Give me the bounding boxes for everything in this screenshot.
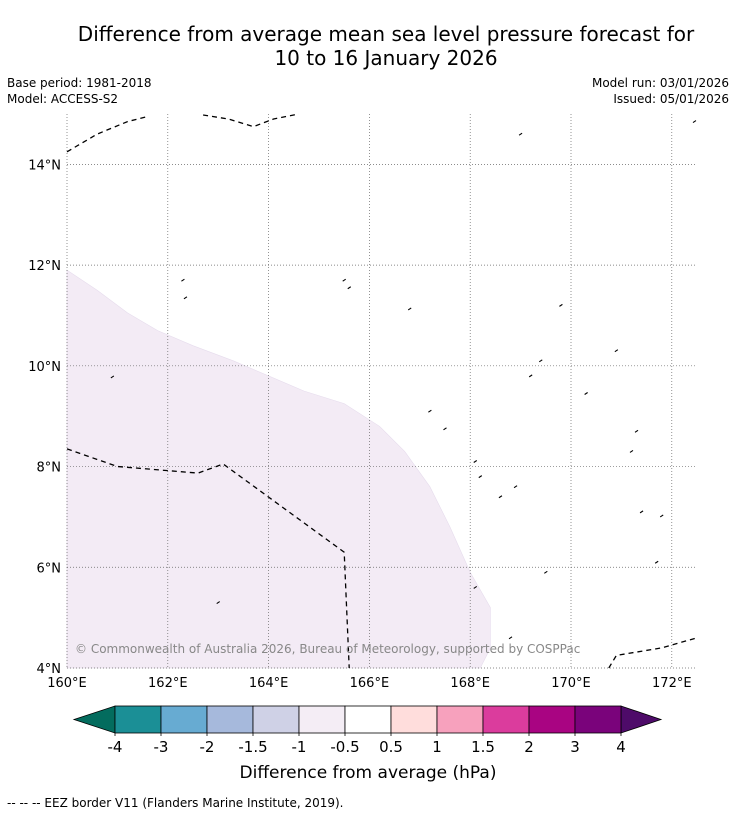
island-marker [428, 409, 432, 413]
lon-tick-label: 170°E [551, 676, 591, 691]
colorbar-tick-label: 1 [432, 738, 442, 756]
issued-date: Issued: 05/01/2026 [613, 92, 729, 106]
map-figure: 4°N 6°N 8°N 10°N 12°N 14°N 160°E 162°E 164°E 166°… [28, 113, 698, 783]
base-period: Base period: 1981-2018 [7, 76, 152, 90]
colorbar-tick-label: 0.5 [379, 738, 403, 756]
island-marker [342, 278, 347, 282]
island-marker [183, 296, 188, 300]
lat-tick-label: 10°N [28, 360, 61, 375]
colorbar-swatch [114, 705, 162, 734]
island-marker [543, 570, 548, 574]
colorbar-tick-label: -1 [292, 738, 307, 756]
colorbar-swatch [436, 705, 484, 734]
island-marker [614, 349, 619, 353]
island-marker [508, 636, 513, 640]
colorbar-tick-label: -1.5 [238, 738, 267, 756]
island-marker [639, 510, 644, 514]
island-marker [110, 375, 115, 379]
eez-border-line [66, 448, 350, 669]
copyright-notice: © Commonwealth of Australia 2026, Bureau… [75, 642, 580, 656]
colorbar-tick-label: 3 [570, 738, 580, 756]
island-marker [473, 585, 478, 589]
lon-tick-label: 166°E [350, 676, 390, 691]
title-line-2: 10 to 16 January 2026 [274, 46, 498, 70]
eez-border-line [66, 115, 148, 153]
colorbar-label: Difference from average (hPa) [240, 763, 497, 783]
island-marker [692, 120, 697, 124]
colorbar-tick-label: 2 [524, 738, 534, 756]
lon-tick-label: 162°E [148, 676, 188, 691]
colorbar-tick-label: -0.5 [330, 738, 359, 756]
colorbar-tick-label: -4 [108, 738, 123, 756]
island-marker [659, 514, 664, 518]
island-marker [181, 278, 185, 282]
colorbar-swatch [160, 705, 208, 734]
lon-tick-label: 164°E [249, 676, 289, 691]
island-marker [629, 449, 634, 453]
island-marker [498, 495, 503, 499]
meta-left: Base period: 1981-2018 Model: ACCESS-S2 [7, 75, 152, 107]
island-marker [518, 132, 523, 136]
lat-tick-label: 4°N [37, 662, 62, 677]
colorbar-under-arrow [72, 705, 116, 734]
island-marker [513, 485, 518, 489]
eez-legend: -- -- -- EEZ border V11 (Flanders Marine… [7, 796, 344, 810]
title-line-1: Difference from average mean sea level p… [77, 22, 695, 46]
colorbar-swatch [206, 705, 254, 734]
colorbar-tick-label: -3 [154, 738, 169, 756]
colorbar-swatch [482, 705, 530, 734]
island-marker [478, 475, 483, 479]
lat-tick-label: 8°N [37, 461, 62, 476]
lat-tick-label: 14°N [28, 158, 61, 173]
island-marker [407, 307, 412, 311]
colorbar-swatch [574, 705, 622, 734]
chart-title: Difference from average mean sea level p… [0, 22, 736, 70]
island-marker [634, 429, 639, 433]
island-marker [216, 601, 221, 604]
island-marker [473, 460, 478, 463]
colorbar-swatch [344, 705, 392, 734]
colorbar-swatch [390, 705, 438, 734]
colorbar-swatch [298, 705, 346, 734]
lon-tick-label: 168°E [450, 676, 490, 691]
island-marker [443, 427, 447, 431]
colorbar-over-arrow [620, 705, 663, 734]
lat-tick-label: 12°N [28, 259, 61, 274]
colorbar-tick-label: -2 [200, 738, 215, 756]
model-run: Model run: 03/01/2026 [591, 76, 729, 90]
colorbar-swatch [252, 705, 300, 734]
meta-right: Model run: 03/01/2026 Issued: 05/01/2026 [592, 75, 729, 107]
colorbar-swatch [528, 705, 576, 734]
model-name: Model: ACCESS-S2 [7, 92, 119, 106]
island-marker [347, 286, 352, 290]
colorbar-tick-label: 1.5 [471, 738, 495, 756]
island-marker [528, 374, 533, 378]
island-marker [584, 392, 588, 395]
eez-border-line [608, 637, 698, 669]
colorbar-tick-label: 4 [616, 738, 626, 756]
lon-tick-label: 172°E [652, 676, 692, 691]
island-marker [559, 303, 563, 307]
eez-border-line [202, 113, 299, 128]
lon-tick-label: 160°E [47, 676, 87, 691]
island-marker [538, 359, 543, 363]
anomaly-region [66, 269, 491, 669]
island-marker [654, 560, 659, 564]
lat-tick-label: 6°N [37, 561, 62, 576]
